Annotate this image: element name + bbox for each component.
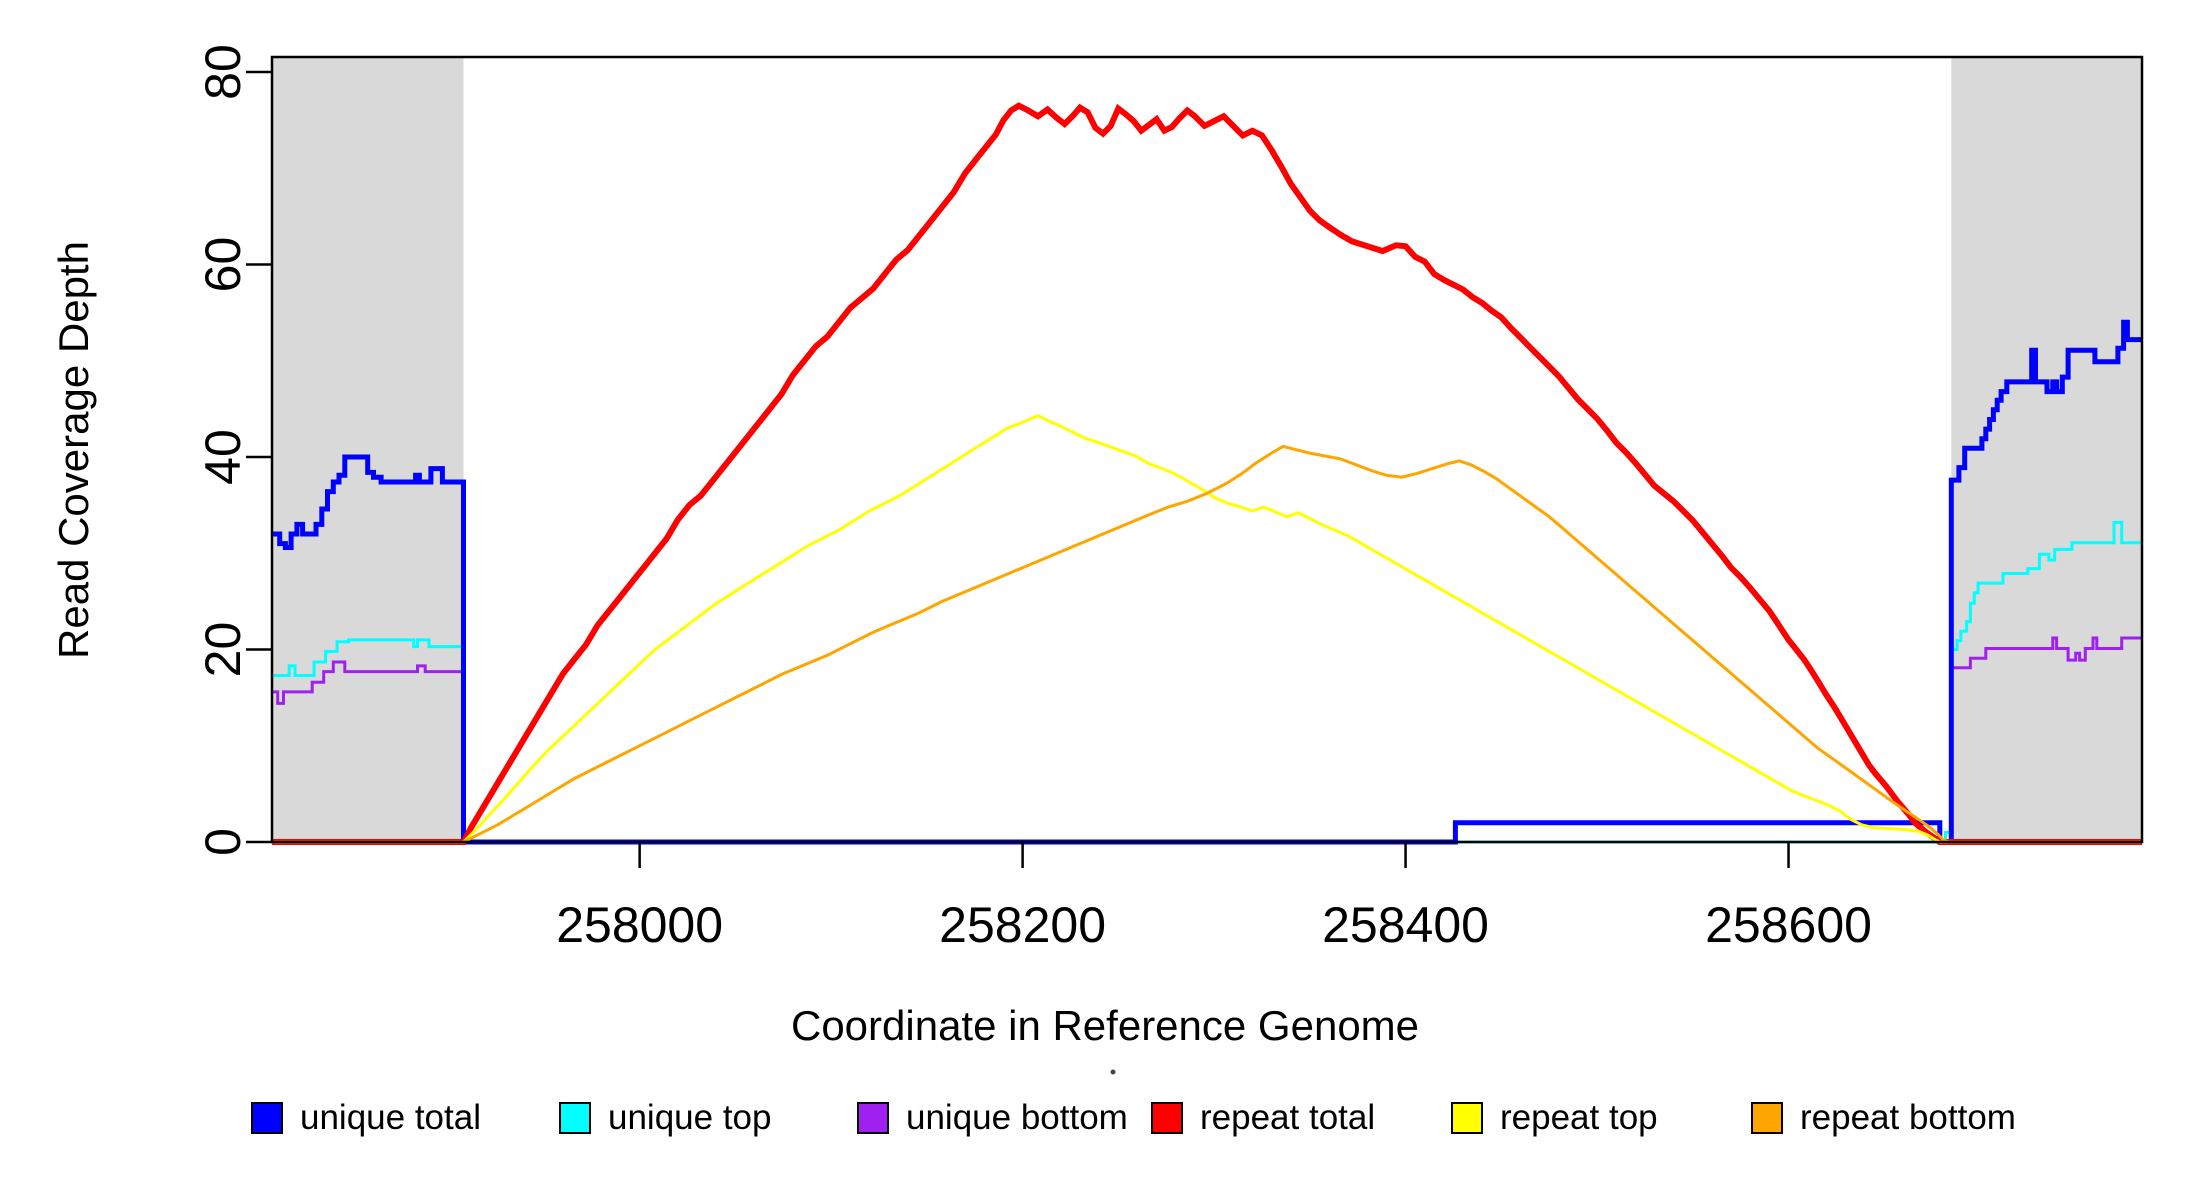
shaded-flank-regions: [272, 57, 2142, 842]
stray-dot: [1110, 1069, 1116, 1075]
series-repeat-total-line: [272, 102, 2142, 845]
y-tick-label-20: 20: [195, 622, 251, 678]
shaded-region-left-flank: [272, 57, 464, 842]
axes: 258000 258200 258400 258600 0 20 40 60 80: [195, 44, 2144, 953]
legend-swatch-repeat-top: [1451, 1102, 1483, 1134]
y-tick-label-80: 80: [195, 44, 251, 100]
legend-swatch-unique-bottom: [857, 1102, 889, 1134]
y-tick-label-0: 0: [195, 828, 251, 856]
x-tick-label-258400: 258400: [1322, 897, 1489, 953]
legend-label-unique-top: unique top: [608, 1098, 771, 1137]
legend-swatch-unique-top: [559, 1102, 591, 1134]
series-repeat-top-line: [272, 413, 2142, 844]
x-tick-label-258200: 258200: [939, 897, 1106, 953]
legend-label-unique-bottom: unique bottom: [906, 1098, 1128, 1137]
legend: unique total unique top unique bottom repea…: [251, 1069, 2016, 1137]
coverage-series: [272, 102, 2142, 845]
legend-label-repeat-total: repeat total: [1200, 1098, 1375, 1137]
y-tick-label-60: 60: [195, 237, 251, 293]
legend-swatch-repeat-bottom: [1751, 1102, 1783, 1134]
legend-label-unique-total: unique total: [300, 1098, 481, 1137]
x-tick-label-258000: 258000: [556, 897, 723, 953]
series-unique-top-line: [272, 520, 2142, 844]
legend-label-repeat-top: repeat top: [1500, 1098, 1658, 1137]
legend-swatch-unique-total: [251, 1102, 283, 1134]
series-repeat-bottom-line: [272, 444, 2142, 844]
series-unique-bottom-line: [272, 636, 2142, 844]
series-unique-total-line: [272, 319, 2142, 845]
y-axis-title: Read Coverage Depth: [50, 241, 97, 659]
legend-label-repeat-bottom: repeat bottom: [1800, 1098, 2016, 1137]
plot-border: [270, 55, 2144, 844]
x-tick-label-258600: 258600: [1705, 897, 1872, 953]
legend-swatch-repeat-total: [1151, 1102, 1183, 1134]
x-axis-title: Coordinate in Reference Genome: [791, 1002, 1419, 1049]
y-tick-label-40: 40: [195, 429, 251, 485]
